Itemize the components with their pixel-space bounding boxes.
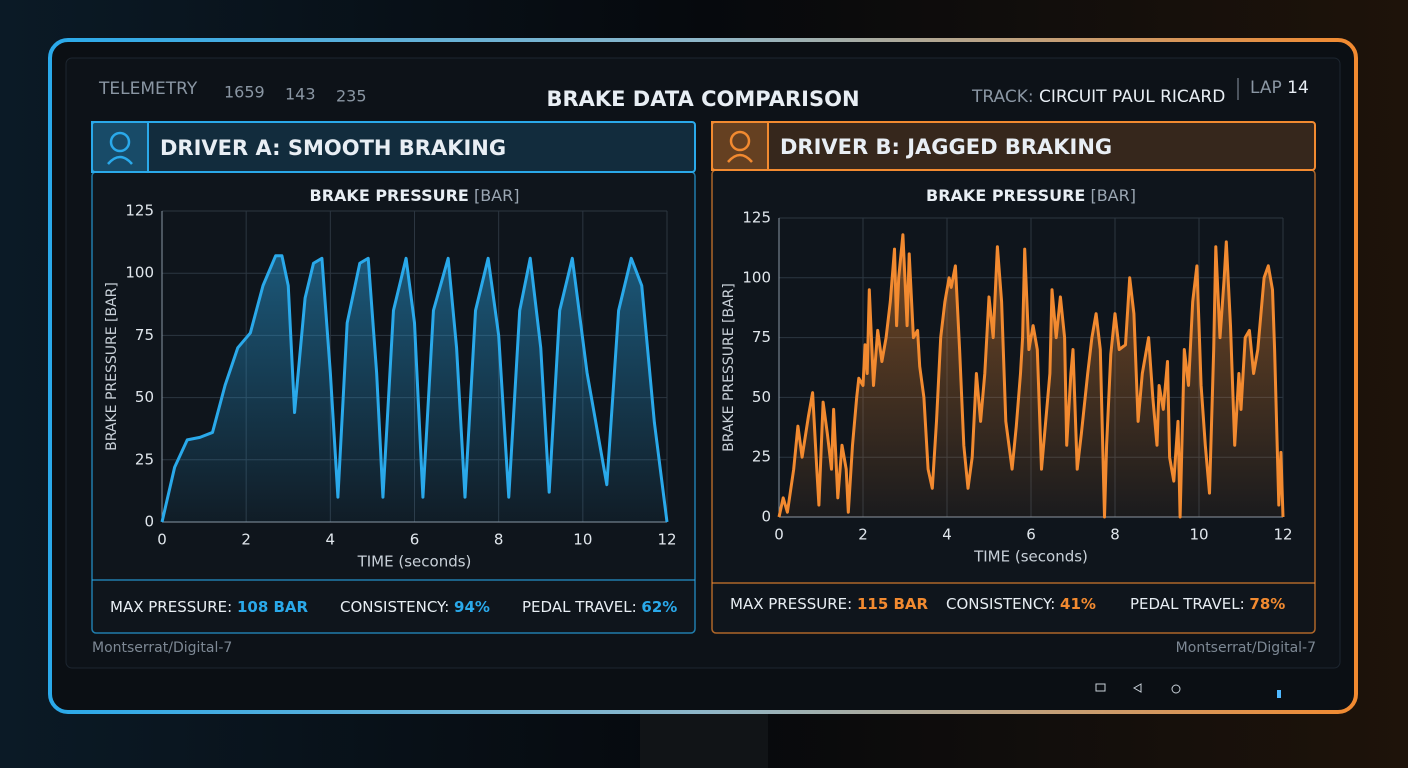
- stat-value: 41%: [1060, 595, 1096, 613]
- driver-icon-box: [91, 121, 149, 173]
- footer-note: Montserrat/Digital-7: [1176, 640, 1316, 656]
- stat-label: PEDAL TRAVEL:: [1130, 595, 1245, 613]
- y-axis-label: BRAKE PRESSURE [BAR]: [104, 282, 120, 451]
- track-name: CIRCUIT PAUL RICARD: [1039, 87, 1225, 107]
- x-tick-label: 12: [657, 531, 676, 549]
- x-tick-label: 10: [573, 531, 592, 549]
- y-tick-label: 50: [752, 388, 771, 406]
- x-tick-label: 6: [410, 531, 420, 549]
- x-tick-label: 8: [1110, 526, 1120, 544]
- lap-number: 14: [1287, 78, 1309, 98]
- x-tick-label: 0: [157, 531, 167, 549]
- x-axis-label: TIME (seconds): [357, 553, 472, 571]
- chart-title: BRAKE PRESSURE [BAR]: [310, 186, 520, 205]
- stat-label: CONSISTENCY:: [340, 598, 449, 616]
- driver-icon: [107, 155, 133, 165]
- page-title: BRAKE DATA COMPARISON: [546, 87, 859, 111]
- stat-label: CONSISTENCY:: [946, 595, 1055, 613]
- x-tick-label: 4: [326, 531, 336, 549]
- x-tick-label: 0: [774, 526, 784, 544]
- y-tick-label: 125: [742, 209, 771, 227]
- stat-value: 78%: [1249, 595, 1285, 613]
- lap-label: LAP: [1250, 78, 1282, 98]
- button-icon[interactable]: [1132, 683, 1142, 693]
- y-tick-label: 75: [135, 326, 154, 344]
- stat-value: 108 BAR: [237, 598, 309, 616]
- y-tick-label: 0: [761, 508, 771, 526]
- header-code: 235: [336, 87, 367, 106]
- y-tick-label: 0: [144, 513, 154, 531]
- x-axis-label: TIME (seconds): [973, 548, 1088, 566]
- y-tick-label: 100: [125, 264, 154, 282]
- stat: CONSISTENCY: 41%: [946, 595, 1096, 613]
- stat: PEDAL TRAVEL: 62%: [522, 598, 677, 616]
- button-icon[interactable]: [1095, 683, 1106, 692]
- driver-icon: [109, 131, 131, 153]
- x-tick-label: 8: [494, 531, 504, 549]
- x-tick-label: 2: [858, 526, 868, 544]
- line: [777, 233, 1285, 519]
- driver-icon: [729, 130, 751, 152]
- lap-info: LAP 14: [1250, 78, 1309, 98]
- y-tick-label: 125: [125, 202, 154, 220]
- y-tick-label: 100: [742, 268, 771, 286]
- x-tick-label: 10: [1189, 526, 1208, 544]
- power-led: [1277, 690, 1281, 698]
- driver-icon: [727, 153, 753, 163]
- stat: MAX PRESSURE: 108 BAR: [110, 598, 309, 616]
- header-label: TELEMETRY: [98, 79, 198, 99]
- y-axis-label: BRAKE PRESSURE [BAR]: [721, 283, 737, 452]
- stat-value: 94%: [454, 598, 490, 616]
- area: [162, 255, 667, 522]
- stat-value: 115 BAR: [857, 595, 929, 613]
- x-tick-label: 4: [942, 526, 952, 544]
- footer-note: Montserrat/Digital-7: [92, 640, 232, 656]
- y-tick-label: 25: [135, 450, 154, 468]
- stat-label: MAX PRESSURE:: [730, 595, 852, 613]
- stat: MAX PRESSURE: 115 BAR: [730, 595, 929, 613]
- stat: CONSISTENCY: 94%: [340, 598, 490, 616]
- header-code: 1659: [224, 83, 265, 102]
- stat-label: PEDAL TRAVEL:: [522, 598, 637, 616]
- x-tick-label: 2: [241, 531, 251, 549]
- x-tick-label: 12: [1273, 526, 1292, 544]
- track-label: TRACK:: [971, 87, 1034, 107]
- track-info: TRACK: CIRCUIT PAUL RICARD: [971, 87, 1225, 107]
- chart-title-main: BRAKE PRESSURE: [310, 186, 469, 205]
- y-tick-label: 75: [752, 328, 771, 346]
- stat: PEDAL TRAVEL: 78%: [1130, 595, 1285, 613]
- x-tick-label: 6: [1026, 526, 1036, 544]
- stat-value: 62%: [641, 598, 677, 616]
- line: [160, 254, 669, 523]
- panel-title: DRIVER B: JAGGED BRAKING: [780, 135, 1112, 159]
- stat-label: MAX PRESSURE:: [110, 598, 232, 616]
- chart-title-unit: [BAR]: [1090, 186, 1136, 205]
- chart-title-unit: [BAR]: [474, 186, 520, 205]
- header-code: 143: [285, 85, 316, 104]
- panel-title: DRIVER A: SMOOTH BRAKING: [160, 136, 506, 160]
- button-icon[interactable]: [1171, 684, 1181, 694]
- chart-title-main: BRAKE PRESSURE: [926, 186, 1085, 205]
- y-tick-label: 50: [135, 388, 154, 406]
- y-tick-label: 25: [752, 448, 771, 466]
- driver-icon-box: [711, 121, 769, 171]
- chart-title: BRAKE PRESSURE [BAR]: [926, 186, 1136, 205]
